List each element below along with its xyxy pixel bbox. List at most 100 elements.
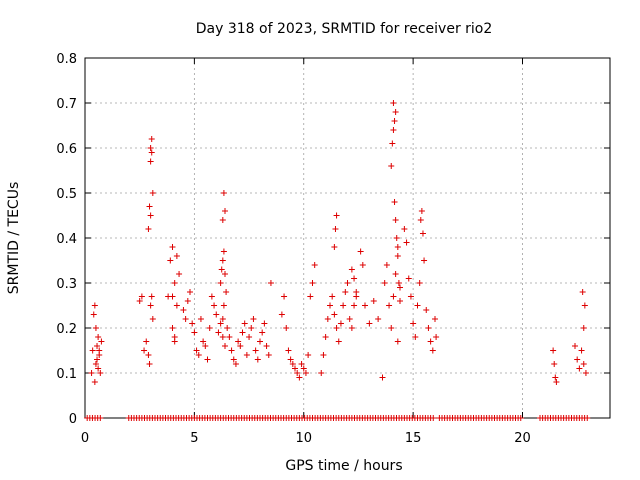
data-point <box>95 334 102 340</box>
data-point <box>394 244 401 250</box>
y-tick-label: 0.1 <box>56 367 77 382</box>
data-point <box>145 226 152 232</box>
data-point <box>267 280 274 286</box>
data-point <box>305 352 312 358</box>
data-point <box>397 284 403 291</box>
data-point <box>219 316 226 322</box>
y-tick-label: 0.3 <box>56 277 77 292</box>
data-point <box>211 302 218 309</box>
data-point <box>90 311 97 318</box>
data-point <box>294 370 301 376</box>
data-point <box>145 352 152 358</box>
x-axis-label: GPS time / hours <box>285 458 402 474</box>
baseline-point <box>430 415 437 421</box>
data-point <box>392 271 399 277</box>
data-point <box>97 370 104 376</box>
data-point <box>397 298 403 304</box>
data-point <box>220 248 227 255</box>
data-points <box>84 100 591 421</box>
data-point <box>414 302 421 309</box>
data-point <box>243 352 250 358</box>
data-point <box>215 329 222 336</box>
data-point <box>147 145 154 151</box>
data-point <box>246 334 253 340</box>
data-point <box>252 347 259 354</box>
data-point <box>281 293 288 300</box>
data-point <box>213 311 220 318</box>
y-tick-label: 0.6 <box>56 142 77 157</box>
data-point <box>147 302 154 309</box>
data-point <box>572 343 578 349</box>
data-point <box>283 325 290 331</box>
data-point <box>311 262 318 268</box>
data-point <box>580 361 587 367</box>
x-tick-label: 10 <box>295 431 312 446</box>
baseline-point <box>584 415 591 421</box>
data-point <box>187 289 193 295</box>
data-point <box>191 329 198 336</box>
x-tick-label: 5 <box>190 431 198 446</box>
data-point <box>342 289 349 295</box>
baseline-point <box>517 415 524 421</box>
data-point <box>419 230 426 237</box>
data-point <box>250 316 257 322</box>
data-point <box>169 293 176 300</box>
data-point <box>401 226 408 232</box>
y-tick-label: 0.7 <box>56 97 77 112</box>
data-point <box>219 217 226 223</box>
data-point <box>370 298 377 304</box>
data-point <box>405 275 412 282</box>
data-point <box>423 307 430 313</box>
data-point <box>403 239 410 246</box>
data-point <box>222 343 228 349</box>
y-axis-label: SRMTID / TECUs <box>6 182 22 295</box>
data-point <box>421 257 428 264</box>
data-point <box>427 338 434 345</box>
data-point <box>278 311 285 318</box>
data-point <box>94 343 101 349</box>
data-point <box>553 379 560 385</box>
data-point <box>346 316 353 322</box>
data-point <box>337 320 344 327</box>
data-point <box>390 127 397 133</box>
data-point <box>429 347 436 354</box>
data-point <box>171 280 178 286</box>
data-point <box>95 365 102 372</box>
data-point <box>579 289 586 295</box>
data-point <box>235 338 242 345</box>
data-point <box>223 289 230 295</box>
data-point <box>332 226 339 232</box>
data-point <box>98 338 105 345</box>
data-point <box>298 361 305 367</box>
data-point <box>147 158 154 165</box>
data-point <box>329 293 336 300</box>
x-tick-label: 15 <box>405 431 422 446</box>
data-point <box>217 320 224 327</box>
data-point <box>254 356 261 363</box>
data-point <box>92 361 99 367</box>
data-point <box>391 118 398 124</box>
data-point <box>331 244 338 250</box>
data-point <box>322 334 329 340</box>
data-point <box>169 325 176 331</box>
data-point <box>386 302 393 309</box>
data-point <box>146 203 153 210</box>
data-point <box>259 329 266 336</box>
data-point <box>433 334 440 340</box>
data-point <box>432 316 438 322</box>
data-point <box>204 356 211 363</box>
data-point <box>333 325 340 331</box>
data-point <box>222 208 228 214</box>
data-point <box>230 356 237 363</box>
data-point <box>208 293 215 300</box>
data-point <box>220 190 227 196</box>
data-point <box>89 347 96 354</box>
data-point <box>200 338 207 345</box>
data-point <box>551 361 558 367</box>
data-point <box>195 352 202 358</box>
data-point <box>309 280 316 286</box>
data-point <box>331 311 338 318</box>
data-point <box>574 356 581 363</box>
data-point <box>407 293 414 300</box>
data-point <box>189 320 196 327</box>
